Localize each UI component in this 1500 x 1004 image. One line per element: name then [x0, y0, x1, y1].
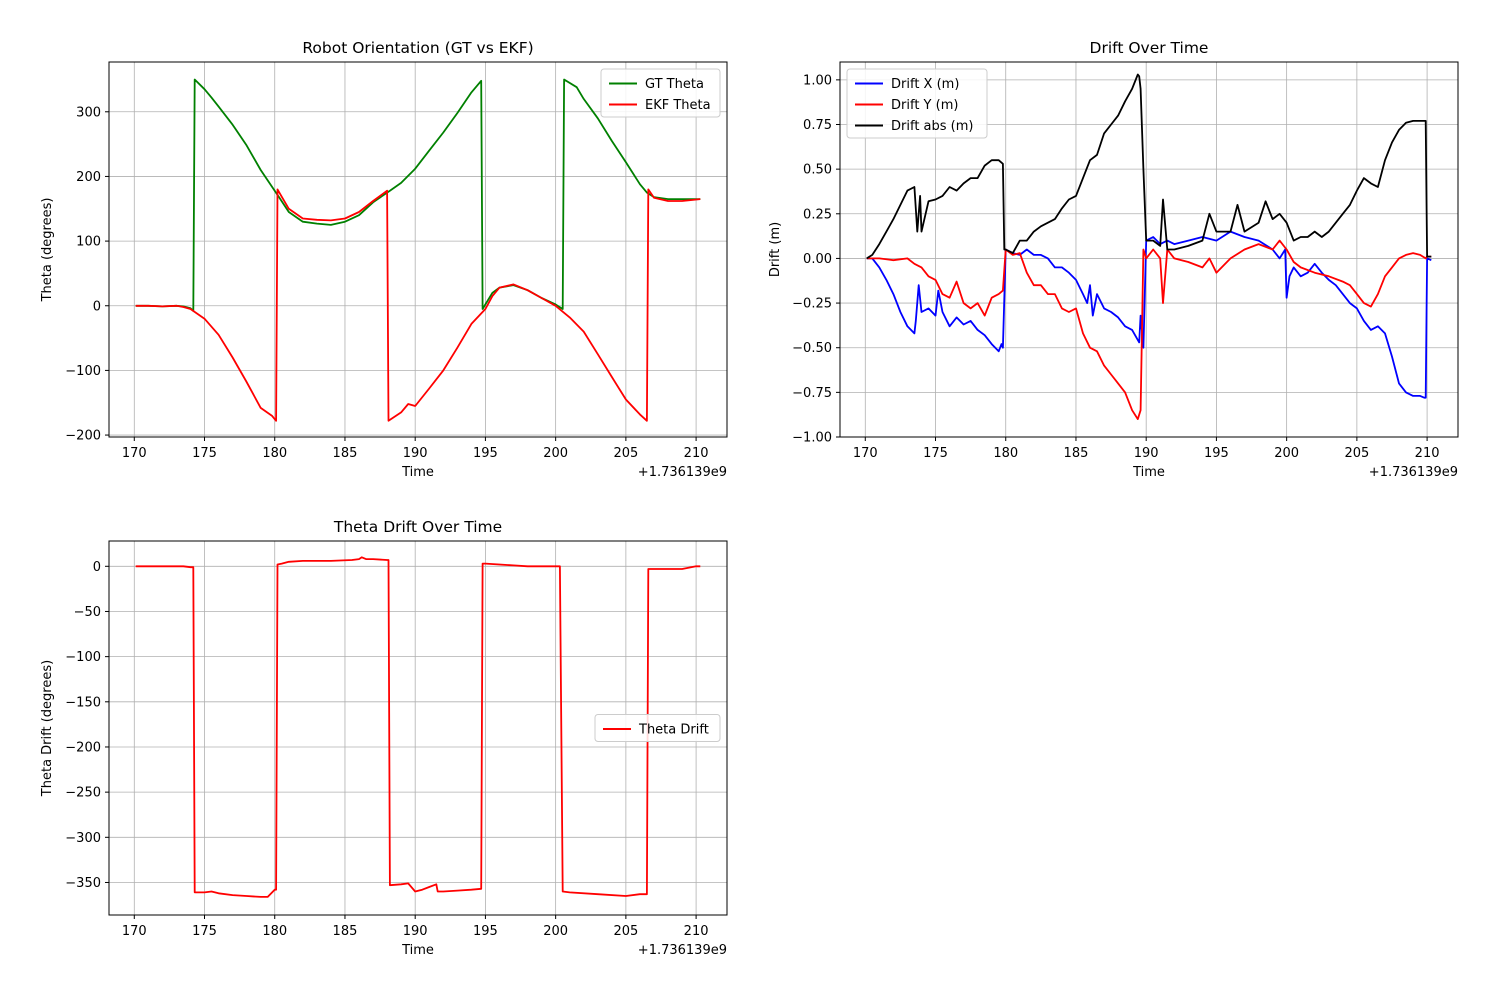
series-line-theta-drift — [135, 556, 701, 898]
chart-panel-2: 170 175 180 185 190 195 200 205 210 0 −50 −100 −150 −… — [40, 518, 728, 958]
x-tick-label: 210 — [684, 924, 709, 939]
y-axis-label: Theta (degrees) — [40, 198, 55, 303]
chart-title: Robot Orientation (GT vs EKF) — [302, 39, 533, 57]
x-tick-label: 185 — [333, 924, 358, 939]
x-tick-label: 170 — [122, 924, 147, 939]
legend-label: Theta Drift — [638, 723, 709, 738]
y-tick-label: −1.00 — [792, 431, 832, 446]
x-tick-label: 200 — [1274, 446, 1299, 461]
axes-frame — [108, 61, 728, 438]
x-offset-label: +1.736139e9 — [1369, 465, 1458, 480]
x-tick-label: 195 — [1204, 446, 1229, 461]
x-axis-label: Time — [401, 943, 434, 958]
x-tick-label: 175 — [923, 446, 948, 461]
x-tick-label: 180 — [262, 446, 287, 461]
x-tick-label: 205 — [613, 924, 638, 939]
legend-label: Drift X (m) — [891, 77, 959, 92]
legend-box — [594, 714, 721, 742]
series-line-drift-abs-m — [866, 73, 1432, 260]
y-tick-label: −300 — [65, 831, 101, 846]
chart-title: Drift Over Time — [1090, 39, 1209, 57]
x-tick-label: 170 — [122, 446, 147, 461]
y-tick-label: −100 — [65, 364, 101, 379]
x-tick-label: 180 — [262, 924, 287, 939]
x-tick-label: 195 — [473, 446, 498, 461]
series-line-drift-x-m — [866, 230, 1432, 399]
y-tick-label: −0.75 — [792, 386, 832, 401]
x-tick-label: 210 — [1415, 446, 1440, 461]
x-tick-label: 175 — [192, 446, 217, 461]
y-tick-label: −0.50 — [792, 341, 832, 356]
y-tick-label: 0.00 — [803, 252, 832, 267]
y-tick-label: 0.50 — [803, 163, 832, 178]
y-axis-label: Theta Drift (degrees) — [40, 660, 55, 797]
chart-title: Theta Drift Over Time — [333, 518, 502, 536]
chart-panel-1: 170 175 180 185 190 195 200 205 210 −1.00 −0.75 −0.… — [768, 39, 1459, 480]
legend: Theta Drift — [594, 714, 721, 742]
y-tick-label: 1.00 — [803, 73, 832, 88]
series-line-gt-theta — [135, 78, 701, 312]
legend: Drift X (m) Drift Y (m) Drift abs (m) — [846, 68, 988, 139]
x-tick-label: 205 — [613, 446, 638, 461]
y-tick-label: 100 — [76, 235, 101, 250]
y-axis-label: Drift (m) — [768, 222, 783, 277]
y-tick-label: −200 — [65, 429, 101, 444]
series-line-ekf-theta — [135, 188, 701, 422]
axes-frame — [839, 61, 1459, 438]
x-axis-label: Time — [1132, 465, 1165, 480]
y-tick-label: 0.25 — [803, 207, 832, 222]
legend-label: GT Theta — [645, 77, 704, 92]
x-offset-label: +1.736139e9 — [638, 943, 727, 958]
x-tick-label: 170 — [853, 446, 878, 461]
legend-box — [846, 68, 988, 139]
x-tick-label: 185 — [1064, 446, 1089, 461]
y-tick-label: −0.25 — [792, 297, 832, 312]
x-tick-label: 195 — [473, 924, 498, 939]
y-tick-label: −250 — [65, 786, 101, 801]
legend-label: Drift Y (m) — [891, 98, 958, 113]
y-tick-label: 0.75 — [803, 118, 832, 133]
x-tick-label: 190 — [403, 924, 428, 939]
y-tick-label: 0 — [93, 299, 101, 314]
y-tick-label: −50 — [74, 605, 101, 620]
x-tick-label: 190 — [1134, 446, 1159, 461]
x-tick-label: 210 — [684, 446, 709, 461]
x-tick-label: 185 — [333, 446, 358, 461]
x-axis-label: Time — [401, 465, 434, 480]
y-tick-label: 300 — [76, 105, 101, 120]
y-tick-label: −150 — [65, 695, 101, 710]
y-tick-label: −350 — [65, 876, 101, 891]
y-tick-label: −200 — [65, 740, 101, 755]
legend: GT Theta EKF Theta — [600, 68, 721, 118]
x-tick-label: 205 — [1344, 446, 1369, 461]
legend-label: EKF Theta — [645, 98, 711, 113]
series-line-drift-y-m — [866, 239, 1432, 421]
y-tick-label: −100 — [65, 650, 101, 665]
x-tick-label: 190 — [403, 446, 428, 461]
legend-label: Drift abs (m) — [891, 119, 973, 134]
x-tick-label: 180 — [993, 446, 1018, 461]
y-tick-label: 200 — [76, 170, 101, 185]
x-tick-label: 200 — [543, 924, 568, 939]
x-offset-label: +1.736139e9 — [638, 465, 727, 480]
axes-frame — [108, 540, 728, 916]
y-tick-label: 0 — [93, 560, 101, 575]
chart-panel-0: 170 175 180 185 190 195 200 205 210 −200 −100 0 100 2… — [40, 39, 728, 480]
x-tick-label: 175 — [192, 924, 217, 939]
x-tick-label: 200 — [543, 446, 568, 461]
